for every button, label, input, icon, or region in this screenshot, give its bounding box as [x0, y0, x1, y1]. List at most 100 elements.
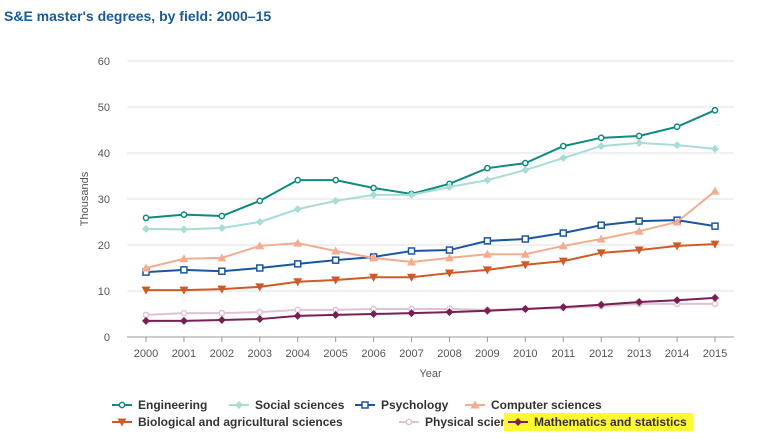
- x-tick-label: 2006: [361, 348, 385, 360]
- y-tick-label: 60: [98, 56, 110, 68]
- data-point: [255, 283, 265, 292]
- data-point: [407, 273, 417, 282]
- data-point: [294, 176, 302, 184]
- data-point: [407, 309, 416, 318]
- series-physical-sciences: [142, 300, 719, 319]
- legend-marker: [235, 401, 243, 409]
- x-tick-label: 2014: [665, 348, 689, 360]
- data-point: [217, 253, 227, 262]
- legend-marker: [117, 418, 127, 427]
- x-tick-label: 2012: [589, 348, 613, 360]
- data-point: [293, 238, 303, 247]
- data-point: [179, 225, 188, 234]
- data-point: [710, 240, 720, 249]
- data-point: [711, 300, 719, 308]
- data-point: [711, 293, 719, 302]
- data-point: [711, 144, 719, 153]
- series-line: [145, 219, 716, 274]
- series-biological-and-agricultural-sciences: [141, 240, 720, 295]
- x-tick-label: 2015: [703, 348, 727, 360]
- legend-swatch-icon: [399, 418, 419, 426]
- data-point: [445, 183, 454, 192]
- data-point: [142, 311, 150, 319]
- legend-marker: [405, 418, 413, 426]
- data-point: [293, 278, 303, 287]
- x-tick-label: 2005: [323, 348, 347, 360]
- data-point: [597, 134, 605, 142]
- data-point: [483, 237, 492, 245]
- data-point: [559, 303, 568, 312]
- x-tick-label: 2007: [399, 348, 423, 360]
- legend-item[interactable]: Social sciences: [229, 398, 344, 412]
- data-point: [673, 296, 682, 305]
- data-point: [256, 308, 264, 316]
- data-point: [711, 222, 719, 230]
- legend-label: Computer sciences: [491, 398, 602, 412]
- legend-item[interactable]: Physical sciences: [399, 415, 528, 429]
- data-point: [482, 249, 492, 258]
- data-point: [635, 298, 644, 307]
- data-point: [369, 253, 379, 262]
- data-point: [218, 267, 226, 275]
- data-point: [331, 196, 340, 205]
- x-tick-label: 2011: [551, 348, 575, 360]
- legend-item[interactable]: Biological and agricultural sciences: [112, 415, 343, 429]
- legend-label: Psychology: [381, 398, 449, 412]
- data-point: [256, 197, 264, 205]
- data-point: [558, 257, 568, 266]
- data-point: [369, 310, 378, 318]
- legend-label: Mathematics and statistics: [534, 415, 687, 429]
- data-point: [596, 249, 606, 258]
- data-point: [369, 273, 379, 282]
- legend-label: Engineering: [138, 398, 208, 412]
- data-point: [218, 212, 226, 220]
- series-computer-sciences: [141, 186, 720, 272]
- data-point: [217, 285, 227, 294]
- data-point: [672, 242, 682, 251]
- legend-item[interactable]: Computer sciences: [465, 398, 602, 412]
- data-point: [634, 226, 644, 235]
- data-point: [141, 286, 151, 295]
- data-point: [596, 234, 606, 243]
- legend-marker: [118, 401, 126, 409]
- data-point: [521, 159, 529, 167]
- line-chart: 0 10 20 30 40 50 60 2000 2001 2002 2003 2004 2005 200…: [79, 56, 734, 380]
- legend-swatch-icon: [465, 400, 485, 409]
- data-point: [179, 254, 189, 263]
- data-point: [597, 221, 605, 229]
- y-axis-label: Thousands: [79, 171, 91, 226]
- data-point: [444, 253, 454, 262]
- legend-item[interactable]: Engineering: [112, 398, 207, 412]
- data-point: [673, 141, 682, 150]
- data-point: [179, 316, 188, 325]
- legend-item[interactable]: Mathematics and statistics: [504, 413, 693, 431]
- legend-marker: [470, 400, 480, 409]
- data-point: [293, 311, 302, 320]
- legend-swatch-icon: [508, 418, 528, 426]
- data-point: [293, 205, 302, 214]
- data-point: [521, 304, 530, 313]
- data-point: [294, 306, 302, 314]
- y-tick-label: 50: [98, 102, 110, 114]
- data-point: [711, 106, 719, 114]
- data-point: [142, 224, 150, 233]
- legend-swatch-icon: [112, 418, 132, 427]
- data-point: [444, 269, 454, 278]
- x-tick-label: 2004: [285, 348, 309, 360]
- data-point: [445, 308, 454, 317]
- data-point: [558, 241, 568, 250]
- data-point: [369, 190, 378, 199]
- legend-swatch-icon: [112, 401, 132, 409]
- x-tick-label: 2013: [627, 348, 651, 360]
- data-point: [331, 310, 340, 319]
- series-line: [146, 296, 716, 322]
- legend-swatch-icon: [229, 401, 249, 409]
- data-point: [255, 241, 265, 250]
- series-line: [145, 141, 716, 231]
- legend-item[interactable]: Psychology: [355, 398, 448, 412]
- series-line: [146, 243, 716, 292]
- data-point: [635, 138, 644, 147]
- data-point: [597, 142, 606, 151]
- series-line: [145, 109, 716, 219]
- x-tick-label: 2002: [210, 348, 234, 360]
